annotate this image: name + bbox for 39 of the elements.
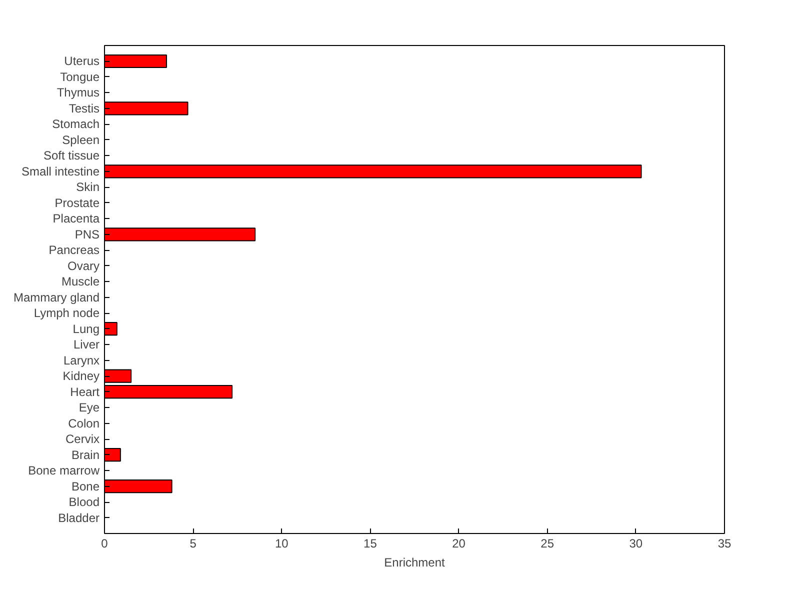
y-tick-label: Thymus [56,86,100,100]
y-tick-label: Ovary [67,258,100,273]
y-tick-label: Prostate [54,196,100,210]
y-tick-label: Bone marrow [28,464,100,478]
y-tick-label: Small intestine [21,164,100,178]
y-tick-label: Cervix [66,432,100,446]
y-tick-label: Kidney [62,369,100,384]
y-tick-label: Colon [68,416,100,430]
y-tick-label: Larynx [63,353,100,368]
y-tick-label: Tongue [60,70,100,84]
y-tick-label: Pancreas [48,243,100,258]
y-tick-label: Stomach [52,117,100,132]
y-tick-label: Brain [71,448,100,462]
x-tick-label: 15 [364,536,378,550]
y-tick-label: Skin [76,180,100,194]
y-tick-label: Blood [68,495,100,510]
y-tick-label: Soft tissue [43,148,100,163]
x-tick-label: 10 [274,536,289,550]
y-tick-label: Spleen [62,132,100,147]
y-tick-label: Lymph node [34,306,100,320]
y-tick-label: Liver [73,338,100,352]
y-tick-label: Mammary gland [13,290,100,304]
x-tick-label: 25 [540,536,554,550]
y-tick-label: Eye [78,400,100,415]
y-tick-label: Muscle [61,274,100,289]
y-tick-label: Testis [68,101,100,116]
y-tick-label: Placenta [52,212,100,226]
y-tick-label: Bone [71,479,100,494]
y-tick-label: Lung [72,322,100,336]
y-tick-label: PNS [74,227,100,242]
y-tick-label: Bladder [58,510,100,525]
x-tick-label: 0 [101,536,108,550]
y-tick-label: Heart [70,384,100,399]
x-axis-title: Enrichment [384,556,446,570]
x-tick-label: 35 [718,536,732,550]
x-tick-label: 5 [190,536,197,550]
y-tick-label: Uterus [64,54,100,68]
x-tick-label: 20 [452,536,466,550]
x-tick-label: 30 [629,536,643,550]
